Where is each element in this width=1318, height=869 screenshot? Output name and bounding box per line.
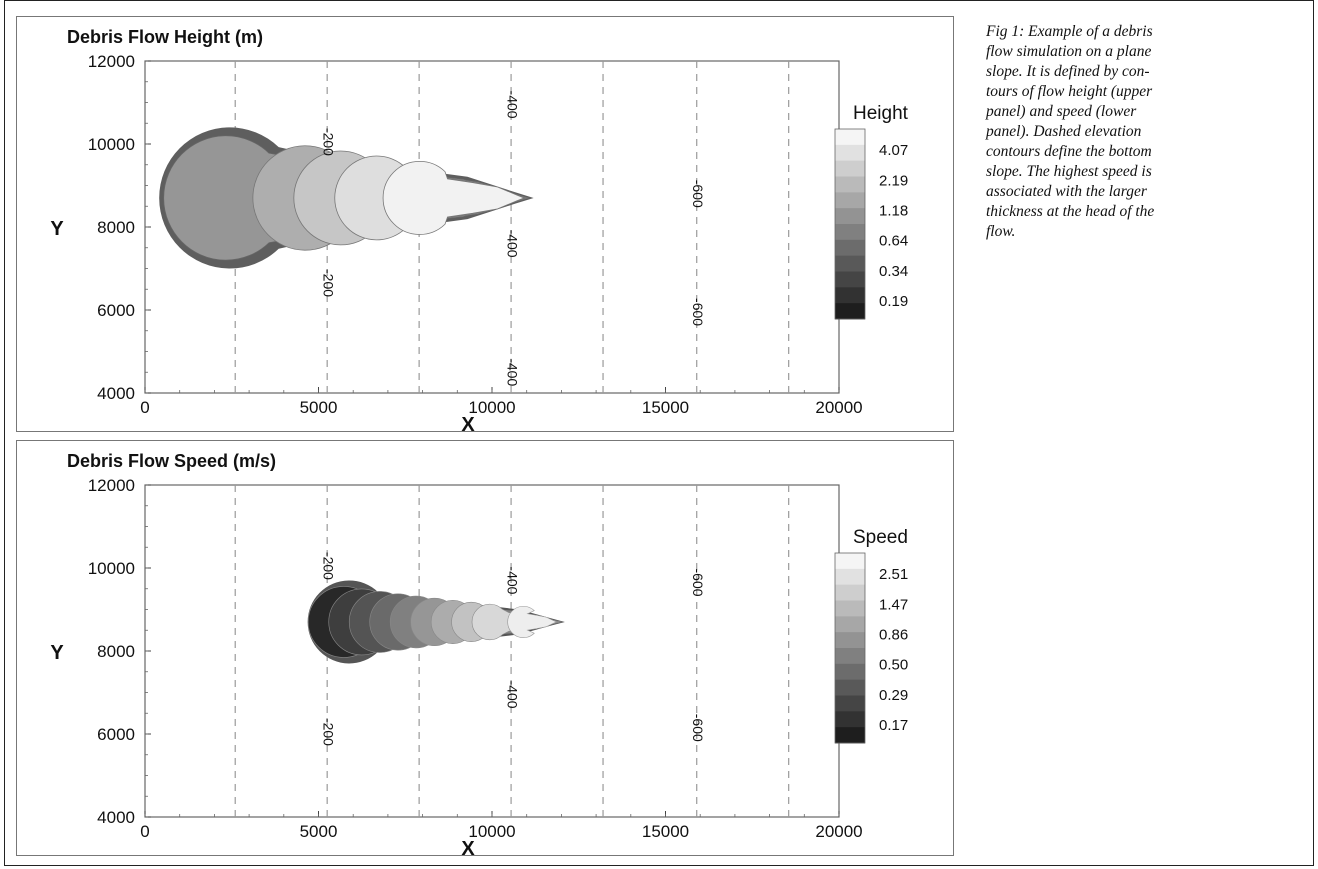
height-panel: Debris Flow Height (m) -200 -200 -400 -400 -4…	[16, 16, 954, 432]
legend-level: 2.51	[879, 566, 908, 583]
plot-area	[144, 484, 840, 818]
caption-line: panel) and speed (lower	[986, 103, 1137, 120]
legend-level: 1.47	[879, 596, 908, 613]
y-tick-label: 10000	[88, 559, 135, 578]
caption-line: panel). Dashed elevation	[986, 123, 1142, 140]
legend-swatch	[835, 648, 865, 665]
elevation-label: -600	[690, 569, 706, 597]
y-tick-label: 8000	[97, 218, 135, 237]
x-tick-label: 10000	[468, 822, 515, 841]
speed-panel: Debris Flow Speed (m/s) -200 -200 -400 -400 -…	[16, 440, 954, 856]
y-tick-label: 6000	[97, 725, 135, 744]
legend-level: 2.19	[879, 172, 908, 189]
legend-swatch	[835, 224, 865, 241]
legend-swatch	[835, 584, 865, 601]
y-axis-label: Y	[50, 218, 64, 240]
legend-level: 4.07	[879, 142, 908, 159]
y-tick-label: 8000	[97, 642, 135, 661]
legend-level: 0.50	[879, 657, 908, 674]
y-tick-label: 4000	[97, 808, 135, 827]
caption-line: slope. It is defined by con-	[986, 63, 1150, 80]
legend-swatch	[835, 176, 865, 193]
legend-swatch	[835, 208, 865, 225]
legend-title: Speed	[853, 527, 908, 548]
legend-level: 0.17	[879, 717, 908, 734]
legend-swatch	[835, 663, 865, 681]
flow-contour	[507, 605, 558, 638]
x-tick-label: 10000	[468, 398, 515, 417]
y-tick-label: 10000	[88, 135, 135, 154]
legend-title: Height	[853, 103, 909, 124]
legend-swatch	[835, 632, 865, 649]
legend-swatch	[835, 255, 865, 272]
flow-contour	[382, 161, 526, 235]
speed-chart: Debris Flow Speed (m/s) -200 -200 -400 -400 -…	[50, 451, 908, 855]
elevation-label: -400	[504, 566, 520, 594]
legend-swatch	[835, 679, 865, 696]
chart-title: Debris Flow Height (m)	[67, 27, 263, 47]
y-tick-label: 12000	[88, 476, 135, 495]
y-tick-label: 6000	[97, 301, 135, 320]
legend-level: 0.86	[879, 626, 908, 643]
chart-title: Debris Flow Speed (m/s)	[67, 451, 276, 471]
legend-swatch	[835, 553, 865, 570]
elevation-label: -400	[504, 358, 520, 386]
elevation-label: -200	[320, 552, 336, 580]
caption-line: associated with the larger	[986, 183, 1147, 200]
elevation-label: -400	[504, 681, 520, 709]
legend-level: 0.29	[879, 687, 908, 704]
legend-swatch	[835, 144, 865, 162]
legend-level: 0.34	[879, 263, 908, 280]
elevation-label: -600	[690, 180, 706, 208]
caption-line: thickness at the head of the	[986, 203, 1155, 220]
height-chart: Debris Flow Height (m) -200 -200 -400 -400 -4…	[50, 27, 909, 431]
x-tick-label: 15000	[642, 398, 689, 417]
figure-caption: Fig 1: Example of a debris flow simulati…	[986, 22, 1282, 242]
legend-swatch	[835, 711, 865, 728]
y-axis-label: Y	[50, 642, 64, 664]
legend-swatch	[835, 727, 865, 744]
caption-line: contours define the bottom	[986, 143, 1152, 160]
elevation-label: -600	[690, 298, 706, 326]
x-axis-label: X	[461, 838, 475, 855]
caption-line: flow simulation on a plane	[986, 43, 1152, 60]
caption-line: tours of flow height (upper	[986, 83, 1153, 100]
x-tick-label: 0	[140, 398, 149, 417]
legend-swatch	[835, 271, 865, 288]
legend-bar	[834, 128, 866, 320]
y-tick-label: 12000	[88, 52, 135, 71]
x-tick-label: 5000	[300, 822, 338, 841]
legend-level: 0.19	[879, 293, 908, 310]
legend-level: 1.18	[879, 202, 908, 219]
x-axis-label: X	[461, 414, 475, 431]
elevation-label: -600	[690, 714, 706, 742]
elevation-label: -400	[504, 230, 520, 258]
figure-frame	[4, 0, 1314, 866]
legend-swatch	[835, 160, 865, 177]
legend-swatch	[835, 616, 865, 633]
elevation-label: -400	[504, 91, 520, 119]
legend-swatch	[835, 600, 865, 617]
x-tick-label: 0	[140, 822, 149, 841]
legend-level: 0.64	[879, 233, 908, 250]
caption-line: Fig 1: Example of a debris	[986, 23, 1153, 40]
x-tick-label: 20000	[815, 822, 862, 841]
legend-swatch	[835, 568, 865, 586]
x-tick-label: 15000	[642, 822, 689, 841]
elevation-label: -200	[320, 269, 336, 297]
legend-swatch	[835, 287, 865, 304]
elevation-label: -200	[320, 718, 336, 746]
legend-swatch	[835, 695, 865, 712]
legend-swatch	[835, 192, 865, 209]
x-tick-label: 20000	[815, 398, 862, 417]
elevation-label: -200	[320, 128, 336, 156]
x-tick-label: 5000	[300, 398, 338, 417]
caption-line: slope. The highest speed is	[986, 163, 1152, 180]
caption-line: flow.	[986, 223, 1016, 240]
legend-swatch	[835, 303, 865, 320]
y-tick-label: 4000	[97, 384, 135, 403]
legend-swatch	[835, 239, 865, 257]
legend-bar	[834, 552, 866, 744]
legend-swatch	[835, 129, 865, 146]
